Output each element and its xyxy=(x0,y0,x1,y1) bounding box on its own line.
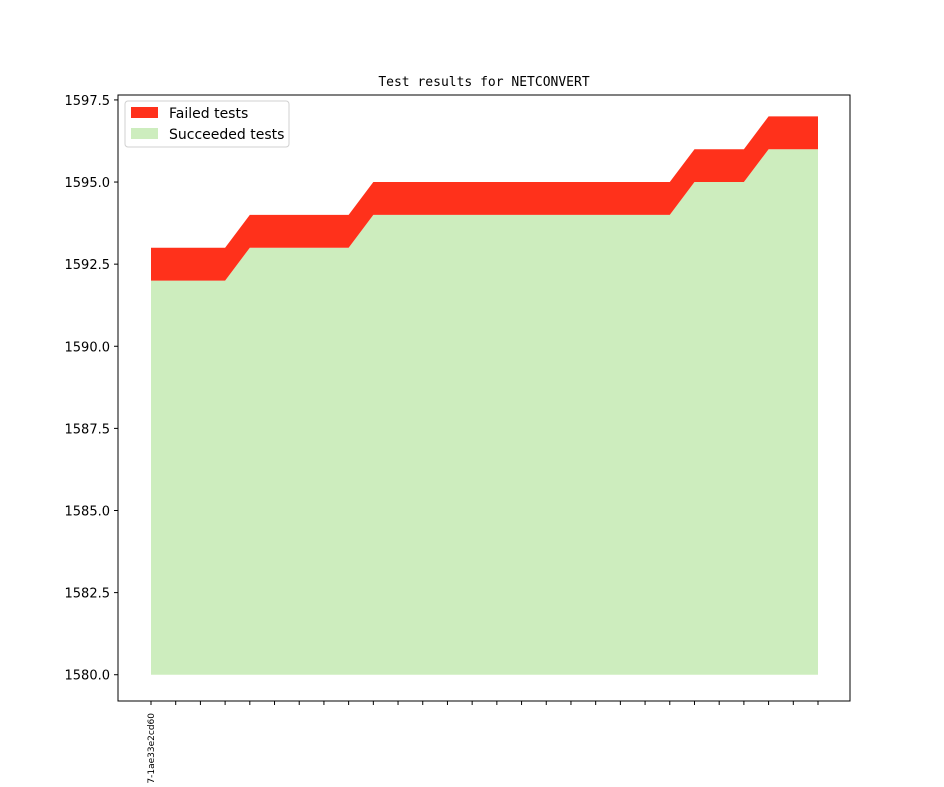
y-tick-label: 1585.0 xyxy=(65,504,111,519)
y-axis: 1580.0 1582.5 1585.0 1587.5 1590.0 1592.5 1595… xyxy=(65,94,118,684)
legend-label-failed-tests: Failed tests xyxy=(169,106,248,122)
x-axis: 7-1ae33e2cd60 xyxy=(147,701,819,784)
y-tick-label: 1582.5 xyxy=(65,587,111,602)
legend-swatch-failed-tests xyxy=(131,107,158,118)
y-tick-label: 1580.0 xyxy=(65,669,111,684)
y-tick-label: 1592.5 xyxy=(65,258,111,273)
y-tick-label: 1587.5 xyxy=(65,422,111,437)
y-tick-label: 1590.0 xyxy=(65,340,111,355)
area-succeeded-tests xyxy=(151,149,818,675)
legend-swatch-succeeded-tests xyxy=(131,128,158,139)
legend-label-succeeded-tests: Succeeded tests xyxy=(169,127,284,143)
plot-frame xyxy=(117,94,851,702)
legend: Failed tests Succeeded tests xyxy=(124,100,290,148)
chart-title: Test results for NETCONVERT xyxy=(378,75,589,90)
area-failed-tests xyxy=(151,116,818,281)
y-tick-label: 1595.0 xyxy=(65,176,111,191)
legend-box xyxy=(124,100,290,148)
y-tick-label: 1597.5 xyxy=(65,94,111,109)
plot-area xyxy=(151,116,818,675)
x-tick-label: 7-1ae33e2cd60 xyxy=(147,713,157,784)
